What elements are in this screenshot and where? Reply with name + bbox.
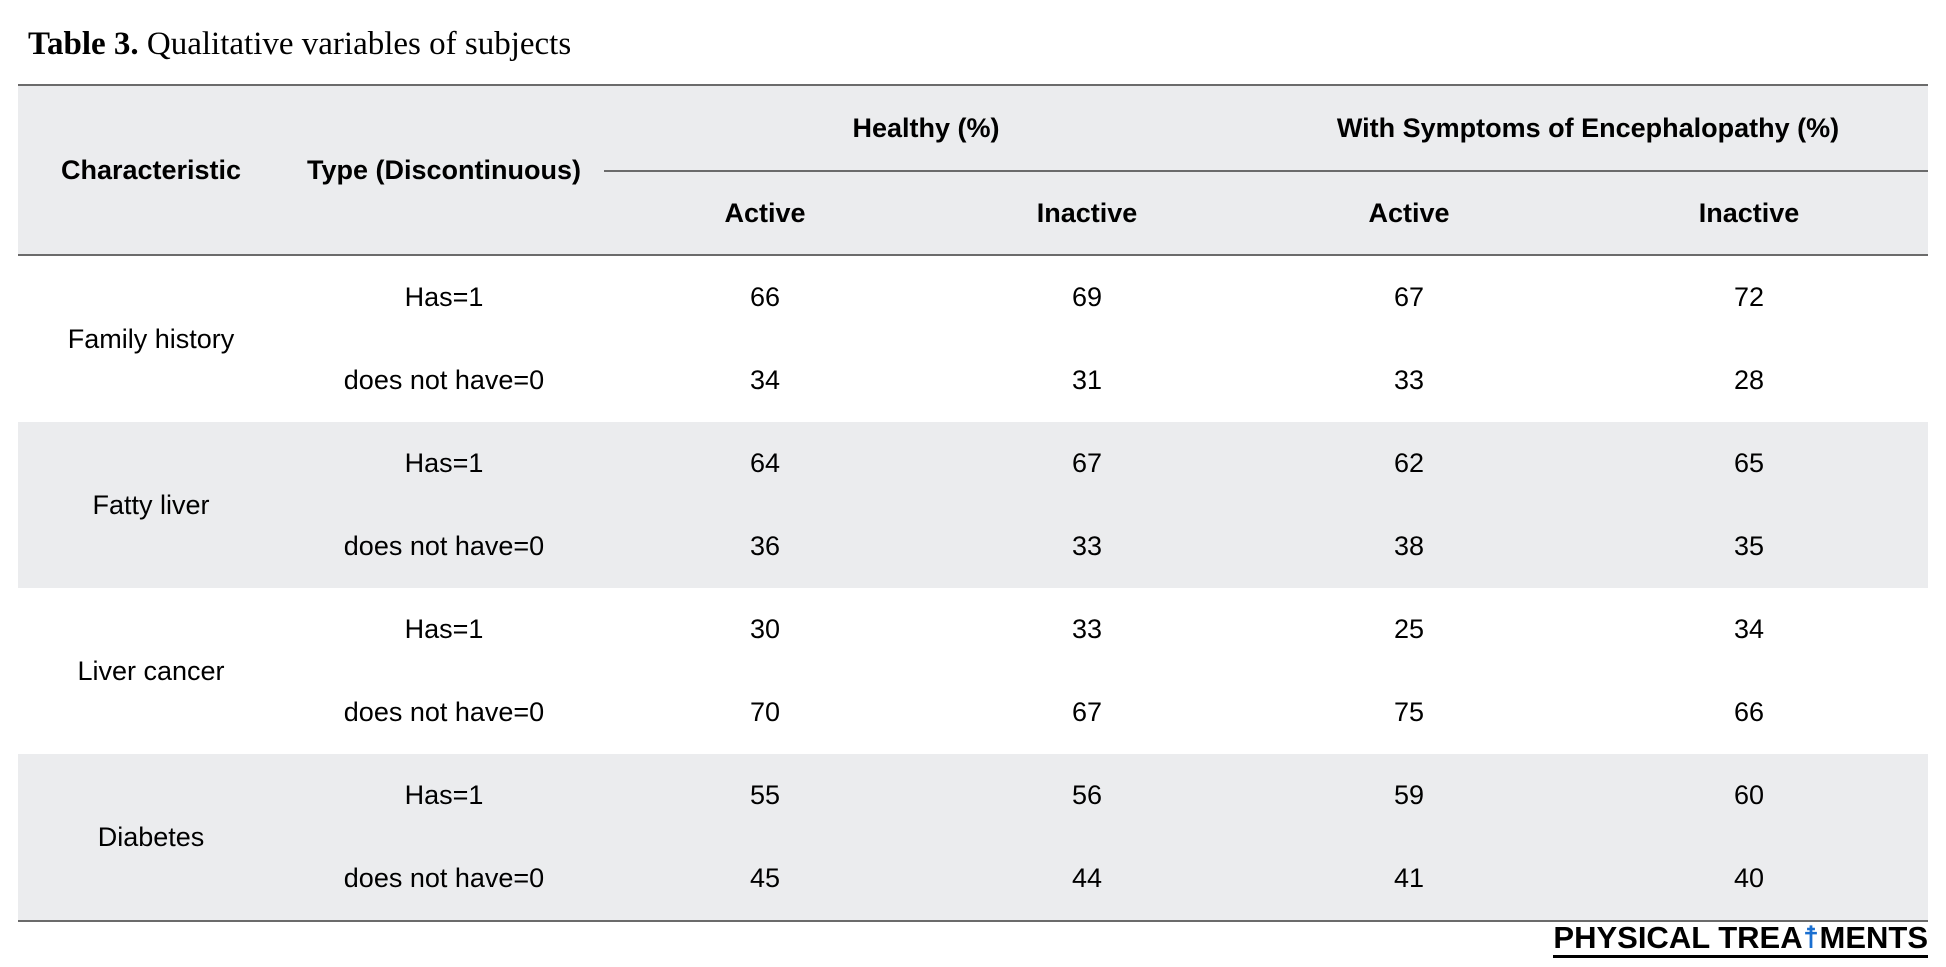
row-characteristic: Family history [67, 323, 235, 354]
cell-symptoms-active: 75 [1393, 697, 1425, 727]
table-row: Fatty liver Has=1 64 67 62 65 [18, 422, 1929, 520]
logo-text-start: PHYSICAL TREA [1553, 920, 1803, 955]
cell-healthy-active: 30 [749, 614, 781, 644]
cell-healthy-active: 70 [749, 697, 781, 727]
logo-figure-icon: ☨ [1802, 920, 1820, 955]
table-caption-text: Qualitative variables of subjects [146, 26, 572, 62]
cell-symptoms-active: 59 [1393, 780, 1425, 810]
row-type: Has=1 [404, 448, 484, 478]
row-type: Has=1 [404, 282, 484, 312]
cell-symptoms-inactive: 34 [1733, 614, 1765, 644]
cell-symptoms-inactive: 40 [1570, 837, 1929, 922]
cell-healthy-active: 45 [604, 837, 926, 922]
cell-healthy-inactive: 33 [1071, 614, 1103, 644]
cell-symptoms-active: 62 [1393, 448, 1425, 478]
cell-symptoms-active: 41 [1248, 837, 1570, 922]
row-type: Has=1 [404, 780, 484, 810]
table-row: does not have=0 45 44 41 40 [18, 837, 1929, 922]
cell-symptoms-inactive: 60 [1733, 780, 1765, 810]
cell-healthy-active: 66 [749, 282, 781, 312]
cell-symptoms-inactive: 28 [1733, 365, 1765, 395]
cell-healthy-inactive: 67 [1071, 448, 1103, 478]
cell-symptoms-inactive: 66 [1733, 697, 1765, 727]
cell-symptoms-inactive: 35 [1733, 531, 1765, 561]
table-body: Family history Has=1 66 69 67 72 does no… [18, 255, 1929, 922]
cell-healthy-inactive: 31 [1071, 365, 1103, 395]
cell-healthy-inactive: 33 [1071, 531, 1103, 561]
table-row: Diabetes Has=1 55 56 59 60 [18, 754, 1929, 922]
cell-healthy-active: 64 [749, 448, 781, 478]
table-row: does not have=0 36 33 38 35 [18, 505, 1929, 588]
header-healthy-active: Active [724, 197, 806, 228]
cell-healthy-active: 55 [749, 780, 781, 810]
cell-symptoms-inactive: 65 [1733, 448, 1765, 478]
journal-logo: PHYSICAL TREA☨MENTS [1553, 922, 1928, 958]
logo-text-end: MENTS [1819, 920, 1929, 955]
table-caption-label: Table 3. [28, 26, 139, 62]
table-header: Characteristic Type (Discontinuous) Heal… [18, 85, 1929, 255]
cell-symptoms-active: 33 [1393, 365, 1425, 395]
cell-healthy-inactive: 67 [1071, 697, 1103, 727]
row-characteristic: Diabetes [18, 754, 284, 922]
row-characteristic: Liver cancer [77, 655, 225, 686]
row-characteristic: Fatty liver [92, 489, 210, 520]
cell-healthy-inactive: 44 [926, 837, 1248, 922]
cell-healthy-inactive: 56 [1071, 780, 1103, 810]
cell-symptoms-active: 25 [1393, 614, 1425, 644]
row-type: does not have=0 [284, 837, 604, 922]
header-group-healthy: Healthy (%) [604, 85, 1248, 172]
cell-symptoms-active: 38 [1393, 531, 1425, 561]
table-row: Family history Has=1 66 69 67 72 [18, 255, 1928, 354]
table-row: does not have=0 70 67 75 66 [18, 671, 1928, 754]
row-type: does not have=0 [343, 697, 545, 727]
table-row: Liver cancer Has=1 30 33 25 34 [18, 588, 1928, 686]
row-type: Has=1 [404, 614, 484, 644]
row-type: does not have=0 [343, 365, 545, 395]
table-caption: Table 3. Qualitative variables of subjec… [28, 24, 571, 64]
header-type: Type (Discontinuous) [307, 154, 581, 185]
cell-symptoms-inactive: 72 [1733, 282, 1765, 312]
table-row: does not have=0 34 31 33 28 [18, 339, 1928, 422]
row-type: does not have=0 [343, 531, 545, 561]
qualitative-variables-table: Characteristic Type (Discontinuous) Heal… [18, 84, 1929, 922]
header-symptoms-inactive: Inactive [1698, 197, 1800, 228]
header-characteristic: Characteristic [60, 154, 242, 185]
cell-healthy-active: 36 [749, 531, 781, 561]
header-symptoms-active: Active [1368, 197, 1450, 228]
header-healthy-inactive: Inactive [1036, 197, 1138, 228]
cell-healthy-inactive: 69 [1071, 282, 1103, 312]
cell-healthy-active: 34 [749, 365, 781, 395]
cell-symptoms-active: 67 [1393, 282, 1425, 312]
header-group-symptoms: With Symptoms of Encephalopathy (%) [1248, 85, 1929, 172]
